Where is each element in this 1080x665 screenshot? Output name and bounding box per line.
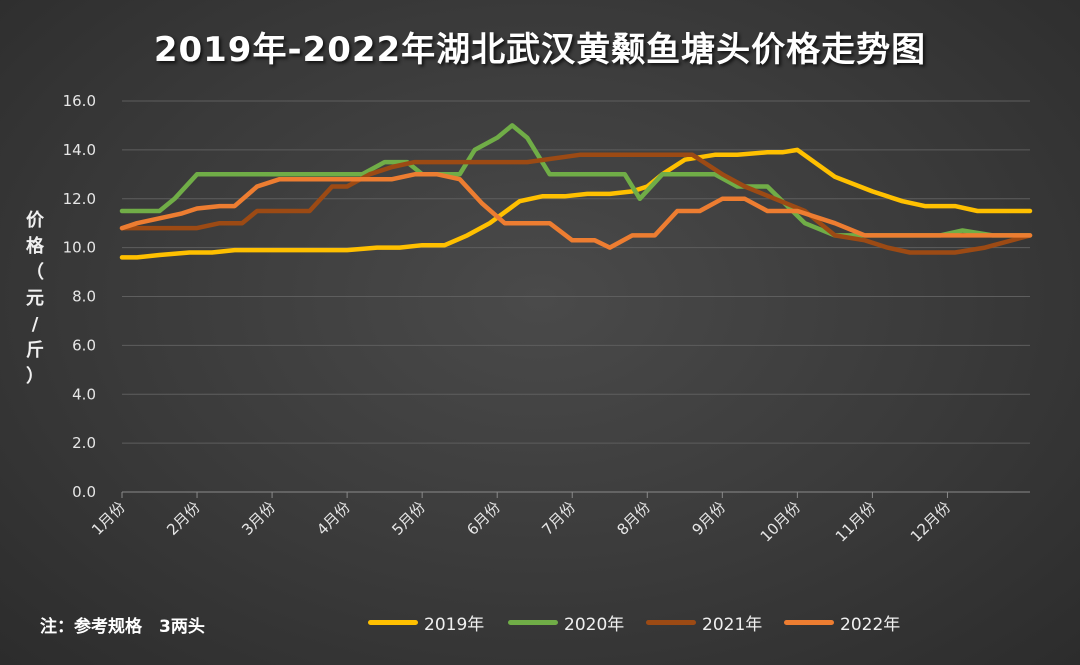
series-line [119,147,1033,260]
y-tick-label: 2.0 [72,434,96,452]
y-label-char: 价 [26,210,44,231]
x-tick-label: 6月份 [463,498,504,539]
y-tick-label: 10.0 [63,239,96,257]
y-tick-label: 16.0 [63,92,96,110]
series-lines [119,123,1033,260]
y-axis-label: 价格 （ 元 / 斤 ） [22,208,48,390]
x-axis: 1月份 2月份 3月份 4月份 5月份 6月份 7月份 8月份 9月份 10月份 11月份 12月份 [88,491,1030,546]
x-tick-label: 8月份 [613,498,654,539]
y-label-char: 元 [26,288,44,309]
y-tick-label: 12.0 [63,190,96,208]
y-tick-label: 4.0 [72,385,96,403]
x-tick-label: 11月份 [832,498,879,545]
y-label-char: 格 [26,236,44,257]
y-label-char: / [31,314,39,335]
y-label-char: （ [26,262,44,283]
x-tick-label: 2月份 [163,498,204,539]
x-tick-label: 4月份 [313,498,354,539]
x-tick-label: 12月份 [907,498,954,545]
series-line [119,152,1033,255]
legend-item: 2019年 [368,610,485,635]
legend-label: 2019年 [424,614,485,635]
legend-swatch [784,619,834,625]
legend-swatch [508,619,558,625]
x-tick-label: 1月份 [88,498,129,539]
y-tick-label: 6.0 [72,336,96,354]
x-tick-label: 7月份 [538,498,579,539]
y-label-char: ） [26,366,44,387]
legend-label: 2021年 [702,614,763,635]
y-tick-label: 0.0 [72,483,96,501]
legend-label: 2020年 [564,614,625,635]
spec-note: 注：参考规格 3两头 [40,617,205,637]
y-tick-label: 14.0 [63,141,96,159]
y-label-char: 斤 [26,340,44,361]
legend-swatch [368,619,418,625]
x-tick-label: 10月份 [757,498,804,545]
gridlines [122,100,1030,493]
legend-item: 2021年 [646,610,763,635]
y-axis-ticks: 0.0 2.0 4.0 6.0 8.0 10.0 12.0 14.0 16.0 [63,92,96,501]
legend-label: 2022年 [840,614,901,635]
series-line [119,172,1033,250]
x-tick-label: 5月份 [388,498,429,539]
chart-title: 2019年-2022年湖北武汉黄颡鱼塘头价格走势图 [153,30,927,70]
x-tick-label: 9月份 [688,498,729,539]
legend-item: 2020年 [508,610,625,635]
series-line [119,123,1033,238]
x-tick-label: 3月份 [238,498,279,539]
y-tick-label: 8.0 [72,288,96,306]
legend-swatch [646,619,696,625]
legend-item: 2022年 [784,610,901,635]
